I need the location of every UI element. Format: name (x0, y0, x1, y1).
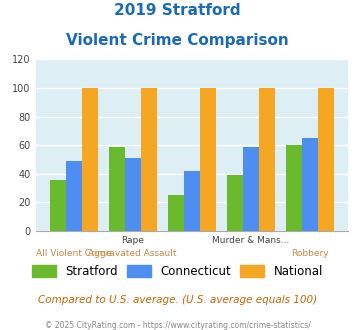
Bar (302, 138, 318, 231)
Text: All Violent Crime: All Violent Crime (36, 249, 111, 258)
Bar (141, 88, 157, 231)
Text: Robbery: Robbery (291, 249, 329, 258)
Bar (259, 88, 275, 231)
Text: © 2025 CityRating.com - https://www.cityrating.com/crime-statistics/: © 2025 CityRating.com - https://www.city… (45, 321, 310, 330)
Bar (286, 145, 302, 231)
Text: Compared to U.S. average. (U.S. average equals 100): Compared to U.S. average. (U.S. average … (38, 295, 317, 305)
Bar (109, 147, 125, 231)
Bar (168, 195, 184, 231)
Bar (125, 158, 141, 231)
Legend: Stratford, Connecticut, National: Stratford, Connecticut, National (27, 260, 328, 282)
Text: Rape: Rape (121, 236, 144, 245)
Text: Aggravated Assault: Aggravated Assault (88, 249, 177, 258)
Bar (82, 88, 98, 231)
Text: Murder & Mans...: Murder & Mans... (212, 236, 289, 245)
Bar (66, 161, 82, 231)
Bar (318, 88, 334, 231)
Bar (200, 88, 215, 231)
Bar (243, 147, 259, 231)
Bar (184, 171, 200, 231)
Text: Violent Crime Comparison: Violent Crime Comparison (66, 33, 289, 48)
Text: 2019 Stratford: 2019 Stratford (114, 3, 241, 18)
Bar (227, 175, 243, 231)
Bar (50, 180, 66, 231)
